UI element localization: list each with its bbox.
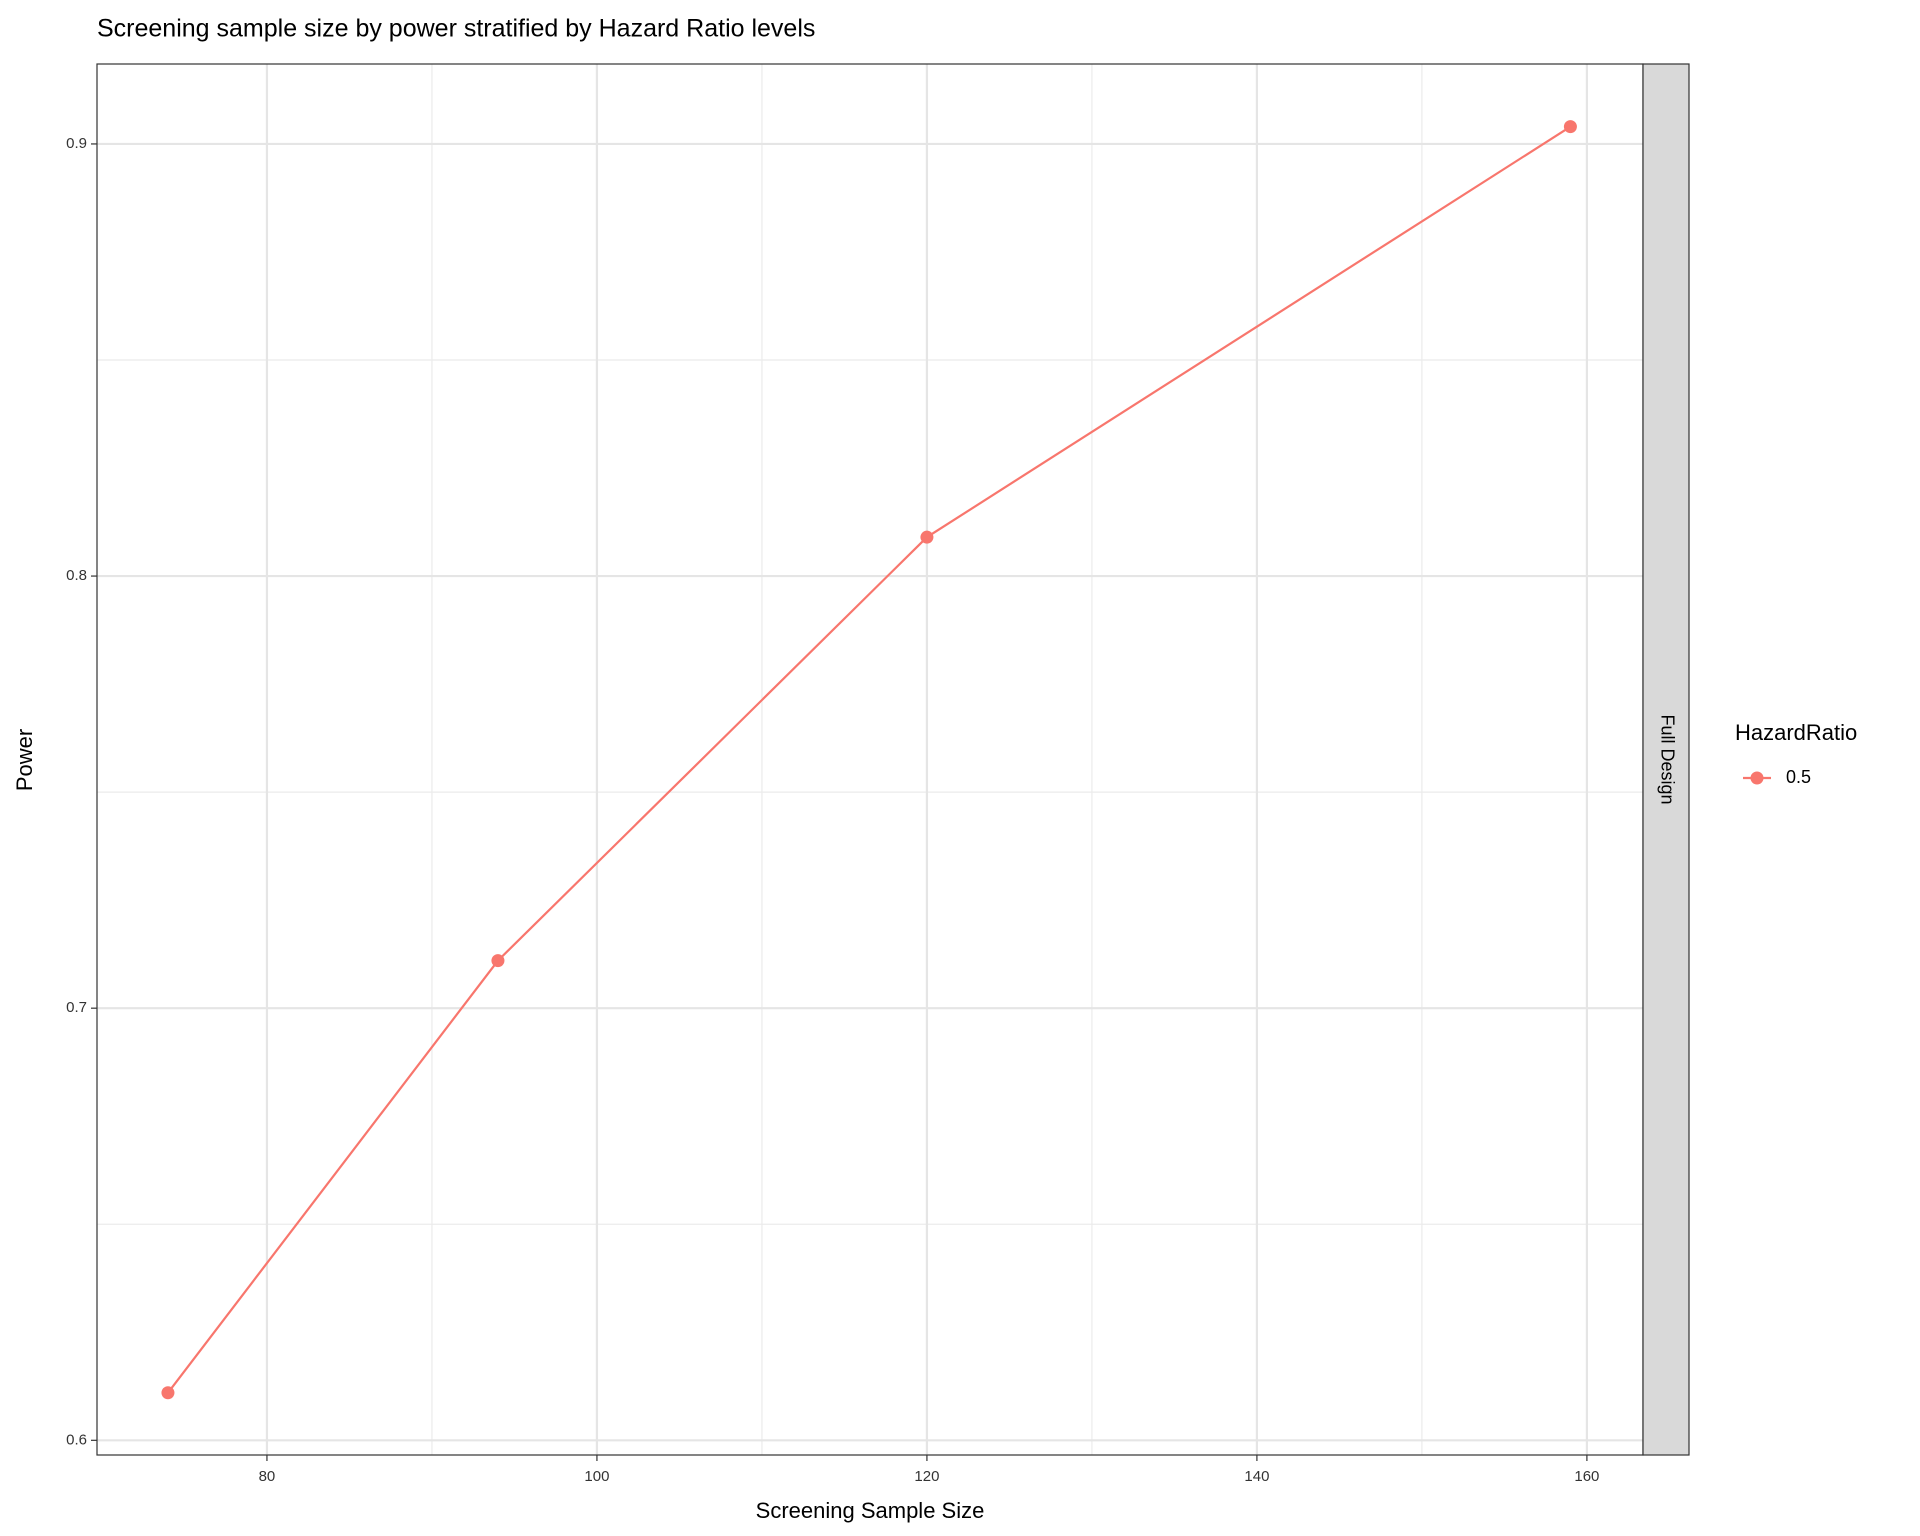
data-point bbox=[161, 1386, 175, 1400]
x-tick-label: 160 bbox=[1574, 1468, 1599, 1485]
y-axis-label: Power bbox=[12, 729, 37, 791]
x-tick-label: 120 bbox=[914, 1468, 939, 1485]
facet-strip bbox=[1642, 63, 1690, 1456]
data-point bbox=[491, 954, 505, 968]
y-tick-label: 0.9 bbox=[66, 135, 87, 152]
y-tick-label: 0.8 bbox=[66, 567, 87, 584]
x-axis-label: Screening Sample Size bbox=[756, 1498, 985, 1523]
y-tick-label: 0.6 bbox=[66, 1431, 87, 1448]
legend-title: HazardRatio bbox=[1735, 720, 1857, 745]
x-tick-label: 140 bbox=[1244, 1468, 1269, 1485]
plot-background bbox=[97, 64, 1643, 1455]
x-tick-label: 80 bbox=[259, 1468, 276, 1485]
facet-label: Full Design bbox=[1657, 714, 1677, 804]
legend-key-point bbox=[1750, 771, 1764, 785]
data-point bbox=[920, 530, 934, 544]
data-point bbox=[1563, 120, 1577, 134]
legend-label: 0.5 bbox=[1786, 767, 1811, 787]
x-tick-label: 100 bbox=[584, 1468, 609, 1485]
chart-title: Screening sample size by power stratifie… bbox=[97, 15, 815, 43]
series-line bbox=[167, 125, 1571, 1394]
y-tick-label: 0.7 bbox=[66, 999, 87, 1016]
